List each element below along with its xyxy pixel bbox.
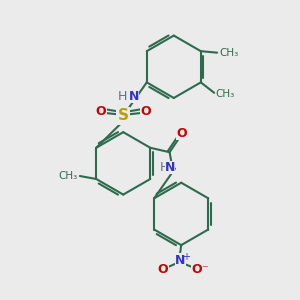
Text: N: N	[129, 90, 140, 103]
Text: H: H	[118, 90, 128, 103]
Text: O: O	[176, 127, 187, 140]
Text: CH₃: CH₃	[216, 89, 235, 99]
Text: +: +	[182, 252, 190, 262]
Text: S: S	[118, 108, 129, 123]
Text: H: H	[160, 160, 169, 174]
Text: N: N	[175, 254, 185, 267]
Text: O: O	[158, 263, 168, 276]
Text: CH₃: CH₃	[220, 48, 239, 58]
Text: N: N	[165, 160, 175, 174]
Text: CH₃: CH₃	[58, 171, 77, 181]
Text: O: O	[96, 105, 106, 118]
Text: O: O	[192, 263, 202, 276]
Text: O: O	[140, 105, 151, 118]
Text: ⁻: ⁻	[201, 263, 207, 276]
